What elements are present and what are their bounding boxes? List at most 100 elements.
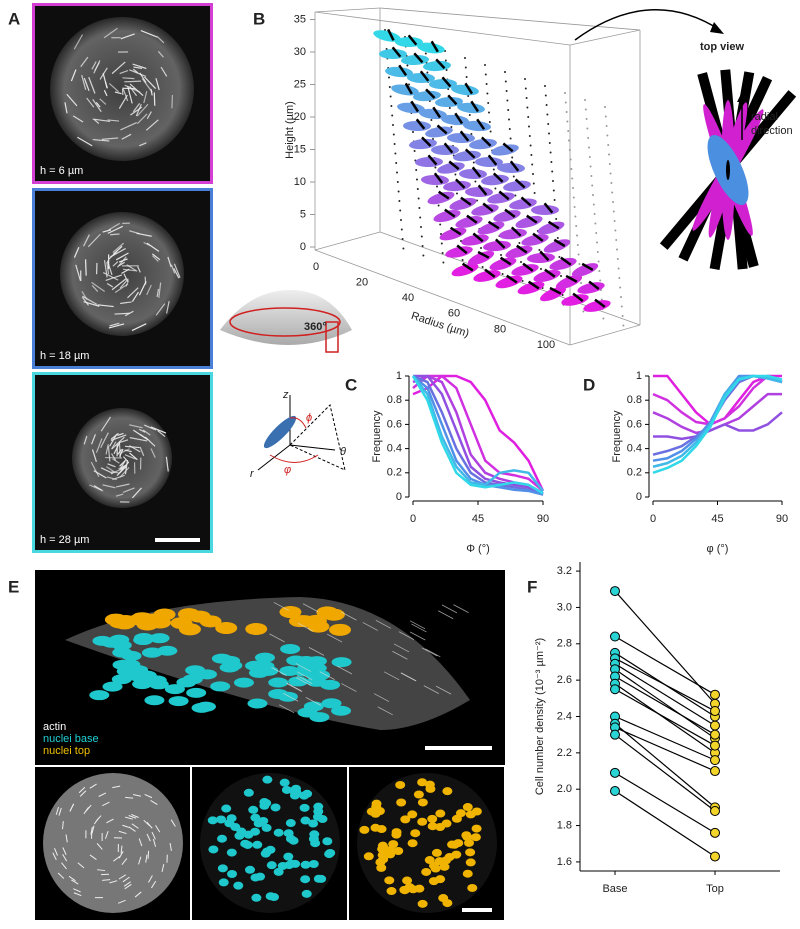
radius-tick-label: 80 [494,323,506,335]
nucleus [299,791,310,800]
panel-label: A [8,9,20,28]
data-point [710,720,720,731]
x-tick-label: 0 [410,513,416,525]
depth-caption: h = 6 µm [40,165,83,177]
fiber [118,261,125,267]
grid-dot [596,251,599,253]
nucleus [370,823,381,832]
nucleus [252,840,263,849]
fiber [123,273,129,283]
actin-fiber [77,862,85,869]
grid-dot [518,242,521,244]
actin-fiber [336,665,353,675]
grid-dot [392,133,395,136]
grid-dot [564,101,567,104]
grid-dot [494,187,497,190]
data-point [710,766,720,777]
fiber [133,66,143,70]
fiber [165,456,169,472]
nucleus [308,859,319,868]
fiber [121,133,132,140]
nucleus-top [104,613,127,626]
nucleus-top [188,610,211,623]
orientation-ellipse [421,174,449,186]
grid-dot [614,229,617,232]
nucleus-base [211,653,232,664]
actin-fiber [279,704,295,714]
series-line [412,374,544,492]
actin-fiber [145,854,148,863]
grid-dot [391,114,394,117]
orientation-tick [581,262,594,271]
y-tick-label: 0 [636,491,642,503]
nucleus-base [268,688,289,699]
nucleus [273,828,284,837]
orientation-tick [594,298,606,308]
fiber [136,232,152,237]
y-tick-label: 2.6 [557,674,572,686]
fiber [93,118,100,125]
orientation-ellipse [465,186,493,198]
series-line [411,375,544,495]
grid-dot [545,104,548,106]
nucleus-base [149,633,170,644]
grid-dot [437,204,440,207]
nucleus [261,823,272,832]
nucleus-base [247,698,268,709]
grid-dot [558,256,561,258]
nucleus [262,775,273,784]
grid-dot [553,199,556,201]
grid-dot [616,258,619,260]
actin-fiber [169,842,172,852]
orientation-tick [516,244,528,254]
height-tick-label: 5 [300,208,306,220]
orientation-tick [391,46,402,58]
orientation-tick [415,118,426,130]
orientation-ellipse [537,221,565,235]
height-tick-label: 15 [294,143,306,155]
fiber [132,429,149,441]
orientation-ellipse [505,245,533,259]
grid-dot [406,64,409,67]
scale-bar [155,538,200,542]
orientation-ellipse [461,234,489,246]
grid-dot [547,123,550,125]
pair-line [614,723,716,808]
fiber [89,484,104,492]
grid-dot [420,226,422,228]
pair-line [614,772,716,834]
fiber [82,295,98,305]
grid-dot [596,241,598,244]
actin-fiber [133,794,142,797]
nucleus [408,885,419,894]
actin-fiber [124,883,132,890]
orientation-tick [432,106,442,119]
orientation-ellipse [469,138,497,150]
actin-fiber [73,888,81,893]
actin-fiber [393,643,410,653]
nucleus-base [254,661,275,672]
actin-fiber [78,786,86,794]
actin-fiber [146,821,153,829]
fiber [77,136,93,147]
fiber [113,441,121,455]
grid-dot [578,263,581,265]
nucleus-top [307,620,330,633]
data-point [710,706,720,717]
actin-fiber [453,604,469,614]
actin-fiber [297,675,313,685]
orientation-ellipse [425,126,453,138]
nucleus [464,838,475,847]
fiber [139,142,147,147]
actin-fiber [152,838,157,847]
nucleus [216,815,227,824]
actin-fiber [106,818,114,824]
nucleus-base [120,659,141,670]
orientation-tick [514,178,526,189]
orientation-ellipse [543,239,571,253]
fiber [87,233,101,248]
grid-dot [400,228,403,231]
orientation-tick [504,208,516,218]
nucleus [300,860,311,869]
nucleus [462,869,473,878]
